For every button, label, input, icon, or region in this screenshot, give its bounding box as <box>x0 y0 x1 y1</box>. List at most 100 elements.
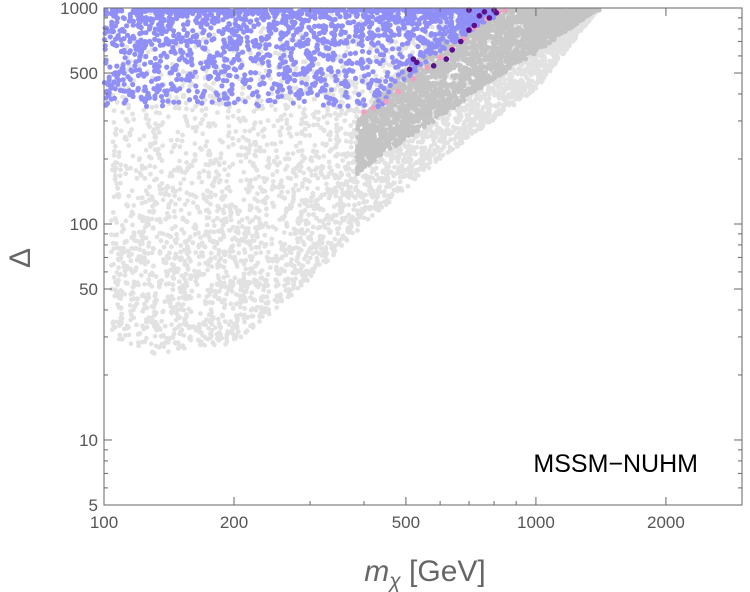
light-gray-point <box>238 178 244 184</box>
light-gray-point <box>236 242 242 248</box>
light-gray-point <box>115 192 120 198</box>
light-gray-point <box>288 176 294 182</box>
light-gray-point <box>279 78 284 84</box>
light-gray-point <box>251 238 257 244</box>
light-gray-point <box>222 203 228 209</box>
medium-gray-point <box>433 114 439 120</box>
light-gray-point <box>279 297 284 302</box>
light-gray-point <box>192 141 198 147</box>
light-gray-point <box>169 262 175 267</box>
light-gray-point <box>143 269 148 274</box>
light-gray-point <box>129 188 135 194</box>
light-gray-point <box>206 162 212 168</box>
light-gray-point <box>266 311 272 317</box>
light-gray-point <box>139 200 145 206</box>
light-gray-point <box>115 185 120 191</box>
light-gray-point <box>481 119 487 125</box>
light-gray-point <box>131 230 137 236</box>
light-gray-point <box>235 211 241 217</box>
light-gray-point <box>143 218 149 224</box>
light-gray-point <box>199 240 205 246</box>
light-gray-point <box>484 115 489 121</box>
light-gray-point <box>238 258 244 264</box>
light-gray-point <box>134 322 139 328</box>
light-gray-point <box>221 252 227 257</box>
light-gray-point <box>254 278 259 284</box>
light-gray-point <box>144 298 150 304</box>
light-gray-point <box>453 141 458 146</box>
light-gray-point <box>161 259 167 265</box>
light-gray-point <box>427 148 432 154</box>
light-gray-point <box>243 118 248 123</box>
light-gray-point <box>267 161 272 167</box>
light-gray-point <box>338 87 343 93</box>
light-gray-point <box>228 213 233 219</box>
light-gray-point <box>176 295 182 301</box>
light-gray-point <box>137 156 143 161</box>
light-gray-point <box>150 197 155 202</box>
light-gray-point <box>319 172 324 177</box>
light-gray-point <box>177 144 183 150</box>
light-gray-point <box>299 184 305 189</box>
light-gray-point <box>214 241 220 247</box>
light-gray-point <box>184 251 190 257</box>
light-gray-point <box>262 126 267 132</box>
light-gray-point <box>162 340 168 345</box>
light-gray-point <box>300 209 305 215</box>
light-gray-point <box>217 162 222 168</box>
light-gray-point <box>181 333 187 338</box>
light-gray-point <box>112 176 118 182</box>
light-gray-point <box>264 294 270 300</box>
light-gray-point <box>343 131 348 137</box>
light-gray-point <box>273 278 279 283</box>
light-gray-point <box>136 282 142 288</box>
light-gray-point <box>111 194 117 200</box>
light-gray-point <box>374 172 380 178</box>
light-gray-point <box>311 96 317 102</box>
light-gray-point <box>246 271 252 276</box>
light-gray-point <box>238 152 244 158</box>
light-gray-point <box>325 107 331 113</box>
light-gray-point <box>156 130 162 135</box>
light-gray-point <box>273 107 278 113</box>
light-gray-point <box>224 186 230 191</box>
light-gray-point <box>203 208 209 213</box>
light-gray-point <box>331 250 337 255</box>
light-gray-point <box>316 242 322 248</box>
light-gray-point <box>244 285 250 291</box>
light-gray-point <box>159 278 164 283</box>
light-gray-point <box>190 200 196 206</box>
light-gray-point <box>141 306 147 311</box>
light-gray-point <box>222 72 228 78</box>
light-gray-point <box>543 62 549 68</box>
light-gray-point <box>307 133 313 138</box>
light-gray-point <box>340 158 346 163</box>
light-gray-point <box>376 208 382 213</box>
light-gray-point <box>179 138 185 144</box>
light-gray-point <box>208 312 214 318</box>
light-gray-point <box>282 112 287 118</box>
light-gray-point <box>158 333 164 339</box>
light-gray-point <box>302 106 307 112</box>
light-gray-point <box>354 114 359 120</box>
light-gray-point <box>240 85 246 91</box>
light-gray-point <box>124 238 129 244</box>
light-gray-point <box>305 177 311 183</box>
light-gray-point <box>333 219 339 225</box>
light-gray-point <box>287 249 293 255</box>
light-gray-point <box>114 160 120 166</box>
light-gray-point <box>401 152 407 158</box>
light-gray-point <box>173 201 178 207</box>
light-gray-point <box>172 214 178 220</box>
light-gray-point <box>112 293 118 299</box>
light-gray-point <box>224 178 230 184</box>
light-gray-point <box>154 104 159 109</box>
light-gray-point <box>128 308 134 314</box>
light-gray-point <box>324 120 330 126</box>
light-gray-point <box>174 95 179 101</box>
light-gray-point <box>283 102 288 108</box>
light-gray-point <box>316 155 322 160</box>
light-gray-point <box>164 240 170 245</box>
light-gray-point <box>238 159 244 165</box>
light-gray-point <box>196 293 202 299</box>
